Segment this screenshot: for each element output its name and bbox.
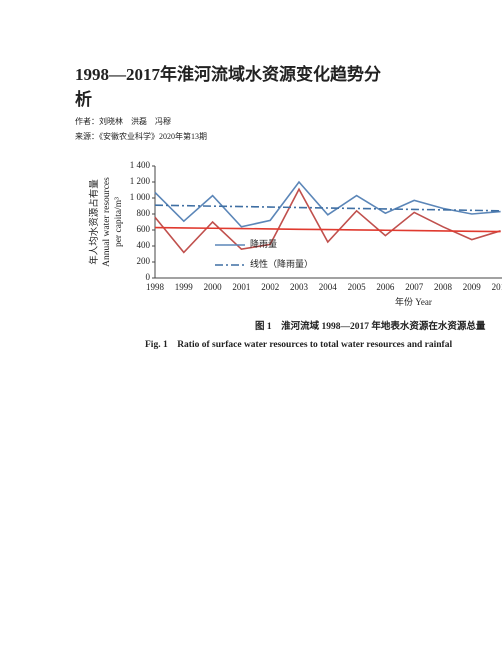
source: 来源：《安徽农业科学》2020年第13期 — [75, 131, 207, 141]
x-tick-label: 2006 — [376, 282, 395, 292]
x-axis-title: 年份 Year — [395, 296, 432, 307]
x-tick-label: 2004 — [319, 282, 338, 292]
y-tick-label: 1 000 — [130, 192, 151, 202]
x-tick-label: 2005 — [348, 282, 367, 292]
caption: 图 1 淮河流域 1998—2017 年地表水资源在水资源总量 — [255, 320, 486, 332]
authors: 作者：刘晓林 洪磊 冯穆 — [75, 116, 171, 126]
x-tick-label: 1998 — [146, 282, 165, 292]
x-tick-label: 2001 — [232, 282, 250, 292]
y-tick-label: 0 — [146, 272, 151, 282]
y-tick-label: 600 — [137, 224, 151, 234]
x-tick-label: 1999 — [175, 282, 194, 292]
y-axis-title: Annual water resources — [102, 177, 112, 267]
chart: 0 200 400 600 800 1 000 1 200 1 400 1998 1999 2000… — [88, 160, 502, 307]
x-tick-label: 2009 — [463, 282, 482, 292]
legend-label: 线性（降雨量） — [250, 258, 313, 269]
y-axis-title: per capita/m³ — [114, 197, 124, 247]
y-tick-label: 1 200 — [130, 176, 151, 186]
y-tick-label: 800 — [137, 208, 151, 218]
x-tick-label: 2000 — [204, 282, 223, 292]
series-line — [154, 187, 501, 254]
series-line — [154, 204, 501, 212]
y-tick-label: 200 — [137, 256, 151, 266]
x-tick-label: 2007 — [405, 282, 424, 292]
legend-label: 降雨量 — [250, 238, 277, 249]
y-tick-label: 1 400 — [130, 160, 151, 170]
series-line — [154, 226, 501, 233]
x-tick-label: 2008 — [434, 282, 453, 292]
x-tick-label: 2003 — [290, 282, 309, 292]
x-tick-label: 2002 — [261, 282, 279, 292]
title: 1998—2017年淮河流域水资源变化趋势分 — [75, 64, 381, 84]
title: 析 — [75, 89, 92, 109]
series-line — [154, 180, 501, 228]
y-axis-title: 年人均水资源占有量 — [88, 179, 100, 265]
x-tick-label: 2010 — [492, 282, 502, 292]
caption: Fig. 1 Ratio of surface water resources … — [145, 340, 452, 350]
y-tick-label: 400 — [137, 240, 151, 250]
